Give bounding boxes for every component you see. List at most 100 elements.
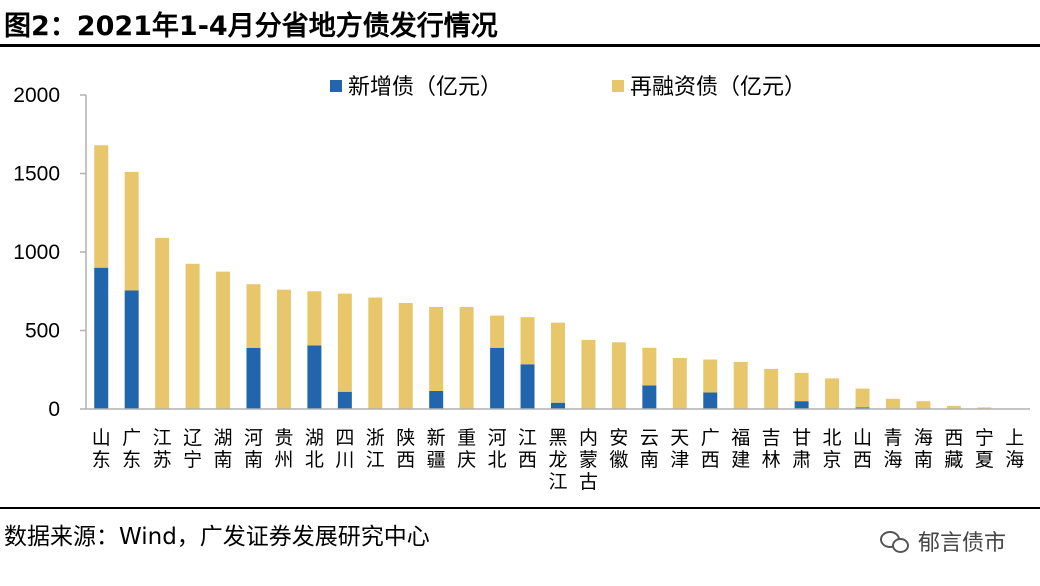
x-category-label: 内 xyxy=(579,427,598,449)
legend-swatch-new-debt xyxy=(330,80,342,92)
y-tick-label: 0 xyxy=(48,398,60,421)
bar-refinancing-debt xyxy=(611,342,626,409)
bar-refinancing-debt xyxy=(916,401,931,409)
bar-refinancing-debt xyxy=(124,171,139,291)
x-category-label: 京 xyxy=(823,449,842,471)
bar-new-debt xyxy=(307,345,322,409)
x-category-label: 东 xyxy=(92,449,111,471)
x-category-label: 建 xyxy=(731,449,750,471)
x-category-label: 湖 xyxy=(305,427,324,449)
x-category-label: 川 xyxy=(335,449,354,471)
bar-new-debt xyxy=(642,385,657,409)
bar-new-debt xyxy=(337,391,352,409)
x-category-label: 海 xyxy=(914,427,933,449)
bar-new-debt xyxy=(429,390,444,409)
bar-refinancing-debt xyxy=(490,315,505,348)
x-category-label: 北 xyxy=(488,449,507,471)
bar-refinancing-debt xyxy=(459,306,474,409)
x-category-label: 河 xyxy=(488,427,507,449)
x-category-label: 安 xyxy=(609,427,628,449)
bar-refinancing-debt xyxy=(642,347,657,386)
x-category-label: 苏 xyxy=(153,449,172,471)
bar-refinancing-debt xyxy=(703,359,718,393)
chart-legend: 新增债（亿元） 再融资债（亿元） xyxy=(330,75,806,100)
legend-label-new-debt: 新增债（亿元） xyxy=(348,75,502,100)
x-category-label: 徽 xyxy=(609,449,628,471)
bar-refinancing-debt xyxy=(246,284,261,348)
bar-refinancing-debt xyxy=(185,263,200,409)
x-category-label: 藏 xyxy=(944,449,963,471)
bar-refinancing-debt xyxy=(276,289,291,409)
x-category-label: 宁 xyxy=(183,449,202,471)
x-category-label: 西 xyxy=(853,449,872,471)
x-category-label: 津 xyxy=(670,449,689,471)
watermark: 郁言债市 xyxy=(879,525,1006,557)
x-category-label: 黑 xyxy=(548,427,567,449)
bar-refinancing-debt xyxy=(551,322,565,403)
bar-refinancing-debt xyxy=(672,357,687,409)
bar-new-debt xyxy=(124,290,139,409)
bar-new-debt xyxy=(490,347,505,409)
x-category-label: 东 xyxy=(122,449,141,471)
x-category-label: 福 xyxy=(731,427,750,449)
x-category-label: 北 xyxy=(823,427,842,449)
bar-new-debt xyxy=(94,267,109,409)
bar-new-debt xyxy=(855,407,870,409)
x-category-label: 西 xyxy=(518,449,537,471)
x-category-label: 海 xyxy=(1005,449,1024,471)
bar-refinancing-debt xyxy=(764,368,779,409)
y-tick-label: 1500 xyxy=(13,163,60,186)
bar-new-debt xyxy=(703,392,718,409)
bar-refinancing-debt xyxy=(581,339,596,409)
wechat-icon xyxy=(879,530,910,553)
bar-refinancing-debt xyxy=(794,372,809,402)
x-category-label: 西 xyxy=(944,427,963,449)
bar-group xyxy=(94,145,1022,410)
x-category-label: 四 xyxy=(335,427,354,449)
x-category-label: 江 xyxy=(153,427,172,449)
x-category-label: 广 xyxy=(701,427,720,449)
bar-refinancing-debt xyxy=(429,306,444,391)
x-category-label: 云 xyxy=(640,427,659,449)
x-category-label: 西 xyxy=(396,449,415,471)
bar-new-debt xyxy=(551,402,565,409)
x-category-label: 吉 xyxy=(762,427,781,449)
x-category-label: 疆 xyxy=(427,449,446,471)
bar-refinancing-debt xyxy=(825,378,840,409)
y-tick-label: 1000 xyxy=(13,241,60,264)
x-category-label: 古 xyxy=(579,471,598,493)
x-category-label: 肃 xyxy=(792,449,811,471)
x-axis: 山东广东江苏辽宁湖南河南贵州湖北四川浙江陕西新疆重庆河北江西黑龙江内蒙古安徽云南… xyxy=(86,408,1030,493)
x-category-label: 河 xyxy=(244,427,263,449)
x-category-label: 南 xyxy=(640,449,659,471)
x-category-label: 北 xyxy=(305,449,324,471)
x-category-label: 江 xyxy=(518,427,537,449)
bar-new-debt xyxy=(520,364,535,409)
x-category-label: 山 xyxy=(92,427,111,449)
x-category-label: 南 xyxy=(214,449,233,471)
x-category-label: 林 xyxy=(762,449,781,471)
bar-refinancing-debt xyxy=(216,271,231,409)
bar-refinancing-debt xyxy=(977,407,992,409)
x-category-label: 青 xyxy=(883,427,902,449)
watermark-text: 郁言债市 xyxy=(917,531,1006,556)
bar-refinancing-debt xyxy=(398,303,413,409)
x-category-label: 西 xyxy=(701,449,720,471)
x-category-label: 重 xyxy=(457,427,476,449)
data-source: 数据来源：Wind，广发证券发展研究中心 xyxy=(4,524,430,550)
x-category-label: 陕 xyxy=(396,427,415,449)
bar-refinancing-debt xyxy=(155,237,170,409)
y-tick-label: 2000 xyxy=(13,84,60,107)
x-category-label: 海 xyxy=(883,449,902,471)
bar-refinancing-debt xyxy=(855,388,870,408)
x-category-label: 湖 xyxy=(214,427,233,449)
x-category-label: 宁 xyxy=(975,427,994,449)
x-category-label: 贵 xyxy=(274,427,293,449)
x-category-label: 江 xyxy=(366,449,385,471)
x-category-label: 南 xyxy=(914,449,933,471)
y-tick-label: 500 xyxy=(25,320,60,343)
bar-refinancing-debt xyxy=(94,145,109,268)
x-category-label: 山 xyxy=(853,427,872,449)
y-axis: 0 500 1000 1500 2000 xyxy=(13,84,87,421)
